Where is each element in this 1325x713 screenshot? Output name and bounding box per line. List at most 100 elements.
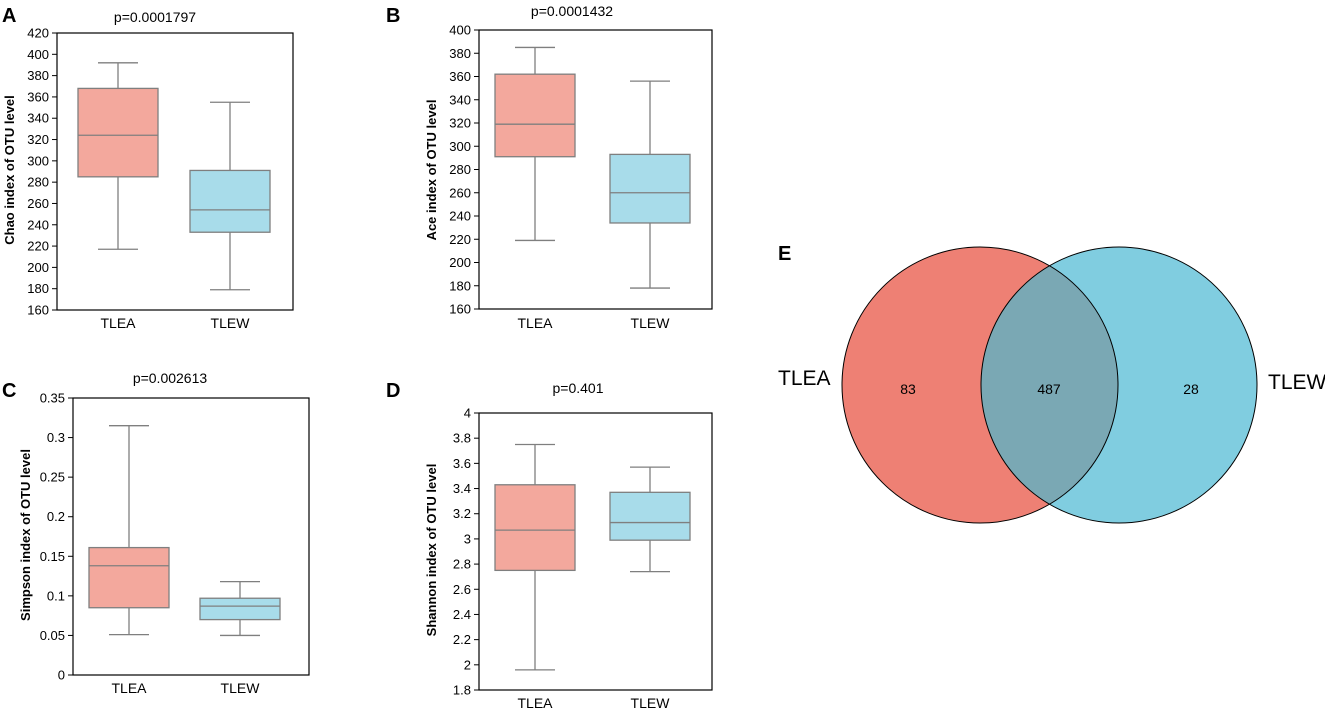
ytick-label: 220 [27,239,49,254]
box-tlea [494,484,576,572]
ytick-label: 420 [27,26,49,41]
ytick-label: 0.3 [47,430,65,445]
venn-count-tlea-only: 83 [900,381,916,397]
ytick-label: 180 [449,278,471,293]
venn-outline-tlew [980,246,1258,524]
panel-b: B p=0.0001432 Ace index of OTU level 160… [386,3,713,331]
ytick-label: 200 [449,255,471,270]
ytick-label: 0 [58,668,65,683]
ytick-label: 0.15 [40,549,65,564]
panel-d-xtick-tlew: TLEW [631,695,671,711]
ytick-label: 380 [449,46,471,61]
panel-b-boxes [494,46,691,289]
ytick-label: 2.8 [453,557,471,572]
ytick-label: 4 [464,406,471,421]
panel-d-yticks: 1.8 2 2.2 2.4 2.6 2.8 3 3.2 3.4 3.6 3.8 4 [453,406,479,698]
ytick-label: 3.2 [453,506,471,521]
ytick-label: 0.1 [47,588,65,603]
panel-a-boxes [77,62,271,291]
venn-count-overlap: 487 [1037,381,1061,397]
ytick-label: 240 [27,217,49,232]
panel-d-xtick-tlea: TLEA [517,695,553,711]
panel-c-pvalue: p=0.002613 [133,370,208,386]
ytick-label: 2.2 [453,632,471,647]
ytick-label: 260 [27,196,49,211]
panel-d-frame [478,412,713,691]
panel-c: C p=0.002613 Simpson index of OTU level … [2,370,310,696]
ytick-label: 0.05 [40,628,65,643]
venn-count-tlew-only: 28 [1183,381,1199,397]
box-tlea [494,73,576,158]
panel-letter-c: C [2,380,16,402]
panel-d-boxes [494,443,691,671]
ytick-label: 2 [464,657,471,672]
ytick-label: 3.4 [453,481,471,496]
ytick-label: 180 [27,281,49,296]
panel-d-ylabel: Shannon index of OTU level [424,464,439,637]
panel-c-boxes [88,425,281,637]
venn-label-tlew: TLEW [1268,371,1325,394]
ytick-label: 340 [27,111,49,126]
panel-d: D p=0.401 Shannon index of OTU level 1.8… [386,380,713,711]
ytick-label: 2.4 [453,607,471,622]
ytick-label: 220 [449,232,471,247]
ytick-label: 240 [449,209,471,224]
venn-outline-tlea [841,246,1119,524]
panel-a-pvalue: p=0.0001797 [114,9,196,25]
panel-b-yticks: 160 180 200 220 240 260 280 300 320 340 360 380 400 [449,23,479,317]
venn-label-tlea: TLEA [778,367,831,390]
box-tlea [77,87,159,178]
venn-overlap-region [981,247,1118,523]
panel-a-yticks: 160 180 200 220 240 260 280 300 320 340 360 380 400 4… [27,26,57,318]
ytick-label: 3.6 [453,456,471,471]
box-tlew [189,169,271,233]
panel-a-xtick-tlea: TLEA [100,315,136,331]
panel-d-pvalue: p=0.401 [553,380,604,396]
panel-c-xtick-tlew: TLEW [221,680,261,696]
ytick-label: 320 [449,116,471,131]
ytick-label: 300 [27,153,49,168]
ytick-label: 280 [27,175,49,190]
box-tlew [609,153,691,224]
panel-b-ylabel: Ace index of OTU level [424,100,439,241]
ytick-label: 300 [449,139,471,154]
panel-letter-a: A [2,5,16,27]
ytick-label: 340 [449,92,471,107]
ytick-label: 0.25 [40,470,65,485]
box-tlea [88,546,170,609]
ytick-label: 200 [27,260,49,275]
ytick-label: 380 [27,68,49,83]
panel-b-xtick-tlew: TLEW [631,315,671,331]
ytick-label: 3 [464,531,471,546]
panel-e: E TLEA TLEW 83 487 28 [778,243,1325,524]
ytick-label: 160 [27,303,49,318]
ytick-label: 360 [27,89,49,104]
panel-a: A p=0.0001797 Chao index of OTU level 16… [2,5,294,331]
panel-letter-e: E [778,243,791,265]
panel-c-xtick-tlea: TLEA [111,680,147,696]
box-tlew [609,491,691,541]
ytick-label: 320 [27,132,49,147]
panel-a-ylabel: Chao index of OTU level [2,95,17,245]
ytick-label: 3.8 [453,431,471,446]
ytick-label: 2.6 [453,582,471,597]
panel-c-ylabel: Simpson index of OTU level [18,449,33,621]
panel-b-pvalue: p=0.0001432 [531,3,613,19]
panel-b-xtick-tlea: TLEA [517,315,553,331]
ytick-label: 400 [449,23,471,38]
panel-a-frame [56,32,294,311]
panel-a-xtick-tlew: TLEW [211,315,251,331]
ytick-label: 260 [449,185,471,200]
box-tlew [199,597,281,621]
panel-letter-d: D [386,380,400,402]
panel-c-yticks: 0 0.05 0.1 0.15 0.2 0.25 0.3 0.35 [40,391,73,683]
ytick-label: 0.35 [40,391,65,406]
ytick-label: 1.8 [453,683,471,698]
ytick-label: 360 [449,69,471,84]
ytick-label: 280 [449,162,471,177]
ytick-label: 0.2 [47,509,65,524]
panel-letter-b: B [386,5,400,27]
ytick-label: 400 [27,47,49,62]
panel-c-frame [72,397,310,676]
